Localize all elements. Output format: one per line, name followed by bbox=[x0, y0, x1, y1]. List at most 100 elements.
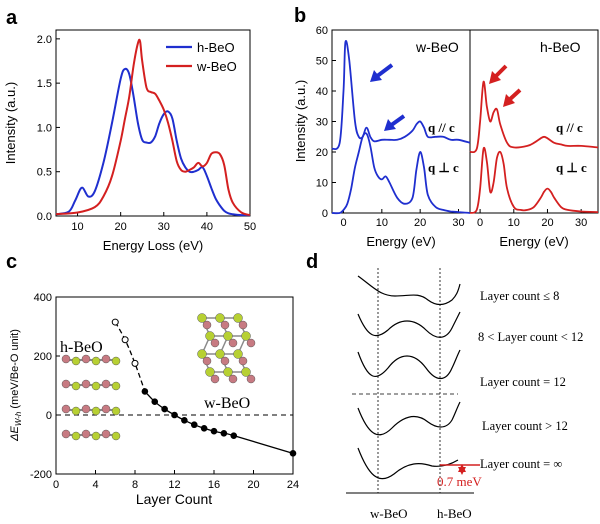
c-filled-point bbox=[210, 427, 218, 435]
h-layer-atom bbox=[81, 429, 91, 439]
panel-d: 0.7 meV Layer count ≤ 8 8 < Layer count … bbox=[346, 268, 583, 521]
blue-arrow-2-head bbox=[384, 119, 396, 131]
w-atom-be bbox=[197, 313, 207, 323]
h-layer-atom bbox=[101, 404, 111, 414]
h-layer-atom bbox=[111, 406, 121, 416]
h-layer-atom bbox=[81, 404, 91, 414]
d-curve-2 bbox=[357, 311, 461, 338]
w-atom-o bbox=[202, 356, 212, 366]
a-ytick-label: 1.5 bbox=[37, 78, 52, 90]
c-ytick-label: 400 bbox=[34, 292, 52, 304]
h-layer-atom bbox=[61, 379, 71, 389]
b-ytick-label: 10 bbox=[316, 178, 328, 190]
c-ytick-label: 0 bbox=[46, 410, 52, 422]
h-layer-atom bbox=[101, 429, 111, 439]
panel-a-ylabel: Intensity (a.u.) bbox=[3, 82, 18, 164]
w-atom-be bbox=[223, 367, 233, 377]
w-beo-structure-image bbox=[197, 313, 256, 384]
h-layer-atom bbox=[71, 356, 81, 366]
w-atom-be bbox=[215, 313, 225, 323]
w-atom-o bbox=[238, 356, 248, 366]
b-xtick-label: 30 bbox=[452, 217, 464, 229]
w-atom-o bbox=[220, 356, 230, 366]
w-atom-be bbox=[223, 331, 233, 341]
c-filled-point bbox=[141, 388, 149, 395]
panel-c-xlabel: Layer Count bbox=[136, 491, 212, 507]
d-label-5: Layer count = ∞ bbox=[480, 457, 562, 471]
c-xtick-label: 8 bbox=[132, 479, 138, 491]
h-layer-atom bbox=[61, 429, 71, 439]
b-ytick-label: 60 bbox=[316, 25, 328, 37]
w-atom-o bbox=[228, 374, 238, 384]
c-filled-point bbox=[289, 450, 297, 457]
panel-b-letter: b bbox=[294, 5, 306, 27]
h-layer-atom bbox=[91, 406, 101, 416]
panel-a-xlabel: Energy Loss (eV) bbox=[103, 238, 203, 253]
blue-arrow-1 bbox=[374, 63, 394, 79]
w-atom-o bbox=[246, 374, 256, 384]
panel-b-right-title: h-BeO bbox=[540, 39, 581, 55]
d-label-1: Layer count ≤ 8 bbox=[480, 289, 559, 303]
c-open-point bbox=[131, 359, 139, 367]
h-layer-atom bbox=[71, 406, 81, 416]
c-xtick-label: 4 bbox=[92, 479, 98, 491]
a-ytick-label: 0.0 bbox=[37, 211, 52, 223]
w-atom-o bbox=[228, 338, 238, 348]
b-xtick-label: 20 bbox=[414, 217, 426, 229]
c-filled-point bbox=[151, 398, 159, 406]
w-atom-o bbox=[220, 320, 230, 330]
w-atom-o bbox=[202, 320, 212, 330]
b-xtick-label: 0 bbox=[340, 217, 346, 229]
w-atom-be bbox=[197, 349, 207, 359]
a-series-line-w-BeO bbox=[55, 38, 251, 217]
c-filled-point bbox=[161, 405, 168, 413]
legend-label-w-beo: w-BeO bbox=[196, 59, 237, 74]
c-xtick-label: 24 bbox=[287, 479, 299, 491]
c-xtick-label: 0 bbox=[53, 479, 59, 491]
b-xtick-label: 30 bbox=[575, 217, 587, 229]
h-layer-atom bbox=[61, 404, 71, 414]
d-red-arrowhead-down bbox=[458, 467, 466, 475]
panel-c-letter: c bbox=[6, 251, 17, 273]
red-arrow-1-head bbox=[489, 71, 501, 84]
b-ytick-label: 30 bbox=[316, 117, 328, 129]
d-label-2: 8 < Layer count < 12 bbox=[478, 330, 583, 344]
panel-b-left-title: w-BeO bbox=[415, 39, 459, 55]
d-curve-1 bbox=[357, 275, 461, 306]
panel-b-ylabel: Intensity (a.u.) bbox=[293, 80, 308, 162]
w-atom-o bbox=[246, 338, 256, 348]
a-series-line-h-BeO bbox=[55, 67, 251, 217]
b-series-line-1-1 bbox=[469, 146, 599, 214]
d-curve-4 bbox=[357, 401, 461, 436]
panel-a-legend: h-BeO w-BeO bbox=[166, 40, 237, 74]
h-layer-atom bbox=[61, 354, 71, 364]
red-arrow-2-head bbox=[503, 94, 515, 107]
b-ytick-label: 20 bbox=[316, 147, 328, 159]
d-energy-note: 0.7 meV bbox=[437, 474, 482, 489]
c-ytick-label: 200 bbox=[34, 351, 52, 363]
w-atom-be bbox=[205, 331, 215, 341]
h-layer-atom bbox=[91, 381, 101, 391]
h-layer-atom bbox=[71, 431, 81, 441]
panel-b-left-q-parallel: q // c bbox=[428, 120, 455, 135]
panel-d-letter: d bbox=[306, 251, 318, 273]
a-xtick-label: 10 bbox=[71, 221, 83, 233]
a-ytick-label: 0.5 bbox=[37, 167, 52, 179]
a-xtick-label: 50 bbox=[244, 221, 256, 233]
h-beo-label: h-BeO bbox=[60, 339, 103, 356]
d-curve-3 bbox=[357, 349, 461, 380]
h-layer-atom bbox=[111, 356, 121, 366]
panel-b-right-frame bbox=[469, 29, 599, 214]
panel-b-left-xlabel: Energy (eV) bbox=[366, 234, 435, 249]
c-xtick-label: 16 bbox=[208, 479, 220, 491]
b-ytick-label: 40 bbox=[316, 86, 328, 98]
arrow-markers bbox=[370, 63, 522, 131]
panel-a-letter: a bbox=[6, 7, 18, 29]
c-filled-point bbox=[190, 421, 198, 429]
panel-a-frame bbox=[55, 29, 251, 217]
w-beo-label: w-BeO bbox=[204, 395, 250, 412]
a-xtick-label: 30 bbox=[158, 221, 170, 233]
h-layer-atom bbox=[91, 431, 101, 441]
b-xtick-label: 10 bbox=[508, 217, 520, 229]
